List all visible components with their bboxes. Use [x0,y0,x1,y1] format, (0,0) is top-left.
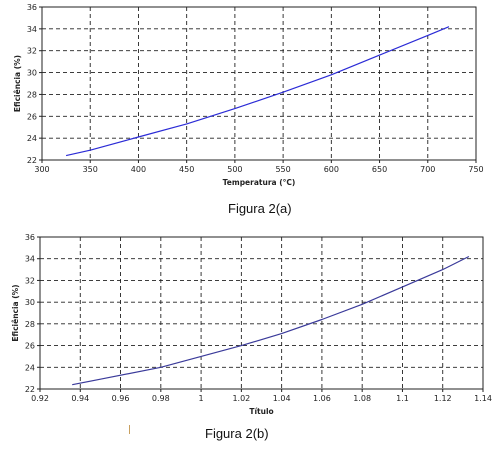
caption-figura-2b: Figura 2(b) [205,426,269,441]
y-tick-label: 34 [27,25,37,34]
y-tick-label: 24 [27,134,37,143]
y-tick-label: 24 [25,363,35,372]
x-axis-label: Temperatura (°C) [223,178,296,187]
y-tick-label: 32 [25,276,35,285]
x-tick-label: 0.98 [152,394,170,403]
x-tick-label: 0.94 [71,394,89,403]
y-tick-label: 28 [25,320,35,329]
x-tick-label: 300 [34,165,49,174]
x-tick-label: 550 [275,165,290,174]
x-tick-label: 1.14 [474,394,492,403]
x-tick-label: 400 [131,165,146,174]
y-tick-label: 22 [27,156,37,165]
y-tick-label: 22 [25,385,35,394]
x-tick-label: 1.02 [232,394,250,403]
x-axis-label: Título [249,407,273,416]
x-tick-label: 1 [199,394,204,403]
x-tick-label: 1.08 [353,394,371,403]
y-tick-label: 34 [25,255,35,264]
series-line [72,255,470,386]
x-tick-label: 1.06 [313,394,331,403]
x-tick-label: 0.96 [112,394,130,403]
chart-temperature-efficiency: 300 350 400 450 500 550 600 650 700 750 22 24 26 28 30… [13,3,484,187]
x-tick-label: 1.12 [434,394,452,403]
y-axis-label: Eficiência (%) [13,55,22,112]
y-tick-label: 36 [27,3,37,12]
plot-frame [41,6,477,161]
x-tick-label: 1.04 [273,394,291,403]
x-tick-label: 1.1 [396,394,409,403]
y-tick-label: 30 [27,69,37,78]
plot-frame [39,236,484,390]
x-tick-label: 600 [324,165,339,174]
y-tick-label: 36 [25,233,35,242]
y-tick-label: 26 [27,112,37,121]
text-cursor-mark [129,425,130,434]
y-axis-label: Eficiência (%) [11,284,20,341]
series-line [65,26,450,157]
y-tick-label: 28 [27,90,37,99]
x-tick-label: 450 [179,165,194,174]
y-tick-label: 26 [25,342,35,351]
x-tick-label: 750 [468,165,483,174]
x-tick-label: 0.92 [31,394,49,403]
y-tick-label: 32 [27,47,37,56]
x-tick-label: 350 [83,165,98,174]
x-tick-label: 500 [227,165,242,174]
x-tick-label: 650 [372,165,387,174]
y-tick-label: 30 [25,298,35,307]
caption-figura-2a: Figura 2(a) [228,201,292,216]
x-tick-label: 700 [420,165,435,174]
